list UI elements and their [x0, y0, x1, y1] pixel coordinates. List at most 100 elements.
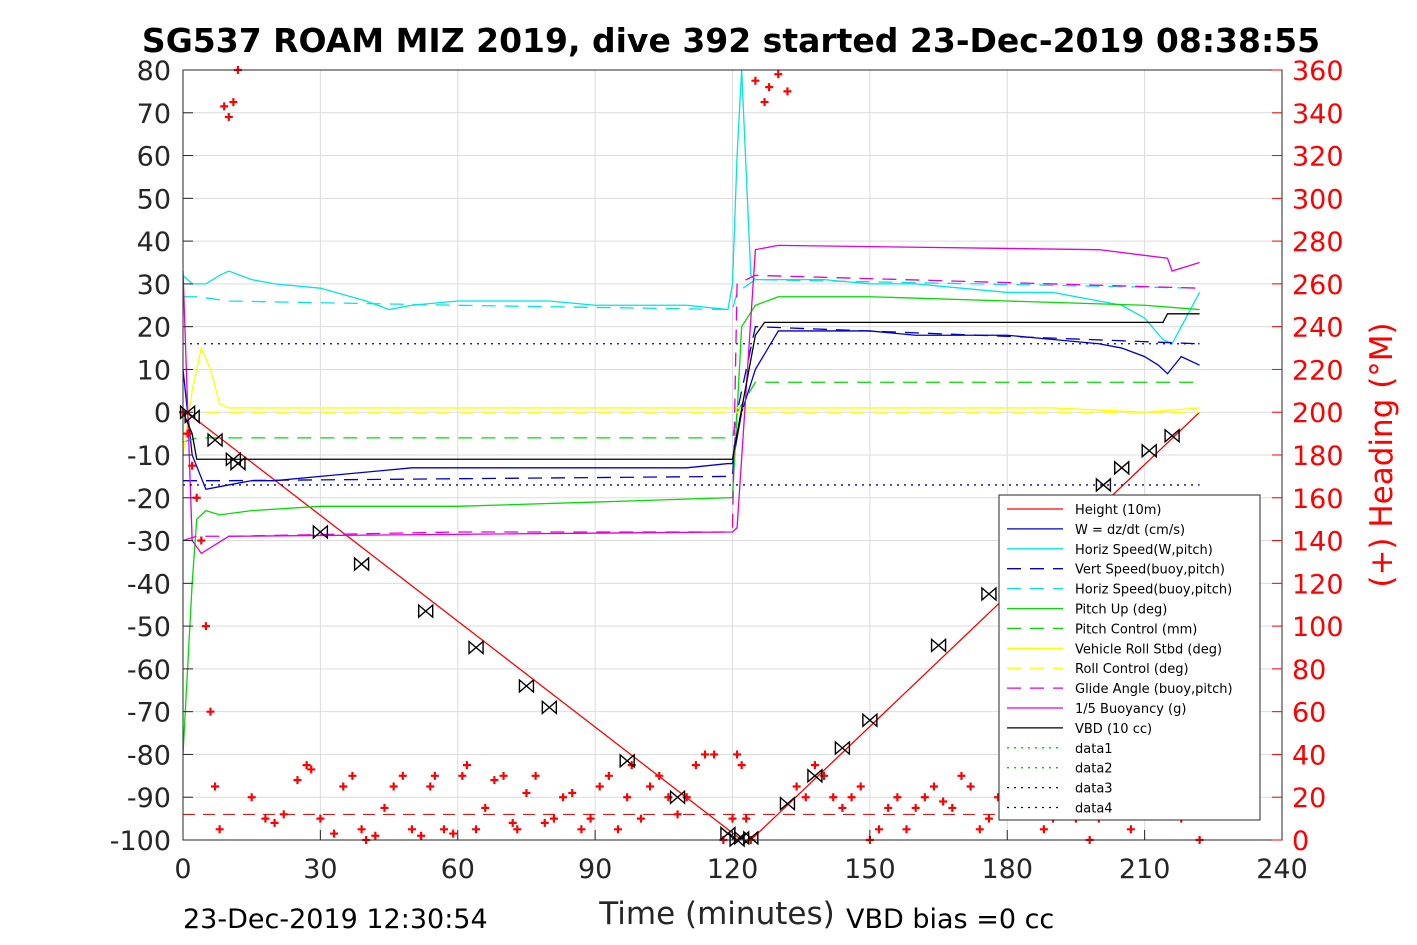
heading-point — [710, 750, 719, 759]
y2-tick-label: 120 — [1292, 569, 1344, 600]
heading-point — [742, 814, 751, 823]
black-marker-point — [1095, 477, 1112, 493]
y2-tick-label: 300 — [1292, 184, 1344, 215]
heading-point — [247, 793, 256, 802]
heading-point — [206, 707, 215, 716]
black-marker-point — [184, 408, 200, 425]
x-tick-label: 150 — [844, 854, 896, 885]
series-layer — [183, 70, 1201, 840]
heading-point — [856, 782, 865, 791]
y-tick-label: -40 — [127, 569, 171, 600]
black-marker-point — [353, 556, 370, 572]
heading-point — [215, 825, 224, 834]
heading-point — [211, 782, 220, 791]
heading-point — [975, 825, 984, 834]
x-tick-label: 120 — [707, 854, 759, 885]
y2-tick-label: 280 — [1292, 227, 1344, 258]
y2-tick-label: 140 — [1292, 527, 1344, 558]
heading-point — [472, 825, 481, 834]
series-line-1 — [183, 330, 1200, 490]
heading-point — [728, 814, 737, 823]
heading-point — [330, 829, 339, 838]
heading-point — [449, 829, 458, 838]
heading-point — [201, 622, 210, 631]
legend-label: data2 — [1075, 762, 1113, 777]
heading-point — [229, 98, 238, 107]
heading-point — [595, 782, 604, 791]
x-tick-label: 90 — [578, 854, 612, 885]
heading-point — [220, 102, 229, 111]
heading-point — [559, 793, 568, 802]
heading-point — [389, 782, 398, 791]
black-marker-point — [312, 524, 329, 540]
y-tick-label: -10 — [127, 441, 171, 472]
y2-tick-label: 180 — [1292, 441, 1344, 472]
y-tick-label: 10 — [137, 355, 171, 386]
y2-tick-label: 360 — [1292, 56, 1344, 87]
series-line-4 — [183, 278, 1200, 311]
legend-label: Roll Control (deg) — [1075, 662, 1189, 677]
heading-point — [440, 825, 449, 834]
x-axis-label: Time (minutes) — [598, 896, 834, 932]
heading-point — [462, 761, 471, 770]
legend-label: 1/5 Buoyancy (g) — [1075, 702, 1186, 717]
heading-point — [307, 765, 316, 774]
heading-point — [380, 803, 389, 812]
heading-point — [458, 771, 467, 780]
y-tick-label: -50 — [127, 612, 171, 643]
heading-point — [513, 825, 522, 834]
heading-point — [417, 831, 426, 840]
heading-point — [911, 803, 920, 812]
x-axis: 0 30 60 90 120 150 180 210 240 — [174, 830, 1308, 885]
legend-label: Horiz Speed(W,pitch) — [1075, 543, 1213, 558]
black-marker-point — [779, 796, 796, 812]
heading-point — [302, 761, 311, 770]
heading-point — [810, 761, 819, 770]
y2-tick-label: 220 — [1292, 355, 1344, 386]
y2-tick-label: 340 — [1292, 99, 1344, 130]
legend-label: data3 — [1075, 782, 1113, 797]
heading-point — [508, 818, 517, 827]
y-tick-label: -20 — [127, 484, 171, 515]
legend-label: Vert Speed(buoy,pitch) — [1075, 563, 1225, 578]
y-axis-right: 0 20 40 60 80 100 120 140 160 180 200 220 240 260 280 3… — [1272, 56, 1344, 857]
legend-label: VBD (10 cc) — [1075, 722, 1152, 737]
heading-point — [531, 771, 540, 780]
y-tick-label: 0 — [154, 398, 171, 429]
heading-point — [902, 825, 911, 834]
heading-point — [673, 810, 682, 819]
y-tick-label: -90 — [127, 783, 171, 814]
black-marker-point — [807, 768, 823, 784]
heading-point — [847, 793, 856, 802]
y-tick-label: 50 — [137, 184, 171, 215]
heading-point — [893, 793, 902, 802]
black-marker-point — [930, 637, 947, 653]
heading-point — [586, 814, 595, 823]
y-tick-label: -60 — [127, 655, 171, 686]
heading-point — [929, 782, 938, 791]
y2-tick-label: 240 — [1292, 313, 1344, 344]
heading-point — [774, 70, 783, 79]
x-tick-label: 30 — [303, 854, 337, 885]
black-marker-point — [207, 432, 223, 448]
heading-point — [316, 814, 325, 823]
heading-series — [179, 66, 1204, 844]
heading-point — [957, 771, 966, 780]
x-tick-label: 60 — [441, 854, 475, 885]
heading-point — [623, 793, 632, 802]
heading-point — [875, 825, 884, 834]
y-tick-label: -100 — [110, 826, 171, 857]
x-tick-label: 0 — [174, 854, 191, 885]
y-tick-label: 40 — [137, 227, 171, 258]
black-marker-point — [518, 678, 535, 694]
series-line-2 — [183, 70, 1201, 345]
legend-label: Horiz Speed(buoy,pitch) — [1075, 583, 1232, 598]
heading-point — [407, 825, 416, 834]
heading-point — [783, 87, 792, 96]
heading-point — [481, 803, 490, 812]
y2-tick-label: 200 — [1292, 398, 1344, 429]
black-marker-point — [981, 586, 997, 602]
chart-title: SG537 ROAM MIZ 2019, dive 392 started 23… — [142, 21, 1320, 60]
y-tick-label: 20 — [137, 313, 171, 344]
